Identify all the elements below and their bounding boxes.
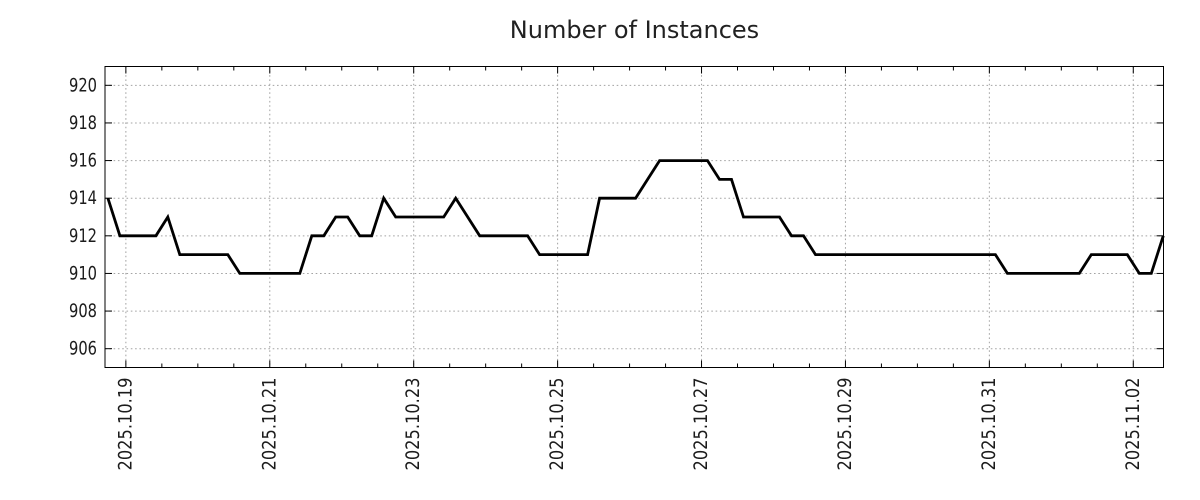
plot-border — [104, 66, 1164, 368]
x-tick-label: 2025.10.25 — [546, 378, 568, 471]
series-line — [106, 159, 1165, 275]
x-tick-label: 2025.10.27 — [690, 378, 712, 471]
y-tick-label: 912 — [69, 225, 97, 247]
x-tick-label: 2025.10.31 — [978, 378, 1000, 471]
y-tick-label: 916 — [69, 150, 97, 172]
y-tick-label: 908 — [69, 300, 97, 322]
x-tick-label: 2025.10.23 — [402, 378, 424, 471]
gridlines — [105, 66, 1164, 368]
axes-and-ticks — [104, 66, 1164, 368]
y-tick-label: 910 — [69, 262, 97, 284]
y-tick-label: 918 — [69, 112, 97, 134]
x-tick-label: 2025.10.21 — [258, 378, 280, 471]
y-tick-label: 914 — [69, 187, 97, 209]
y-tick-label: 906 — [69, 338, 97, 360]
x-tick-label: 2025.10.19 — [114, 378, 136, 471]
chart-title: Number of Instances — [509, 16, 760, 44]
x-tick-label: 2025.11.02 — [1122, 378, 1144, 471]
y-tick-label: 920 — [69, 74, 97, 96]
series-path — [106, 159, 1165, 275]
x-tick-label: 2025.10.29 — [834, 378, 856, 471]
axis-tick-labels: 906 908 910 912 914 916 918 920 2025.10.19 2025.1… — [69, 74, 1144, 470]
